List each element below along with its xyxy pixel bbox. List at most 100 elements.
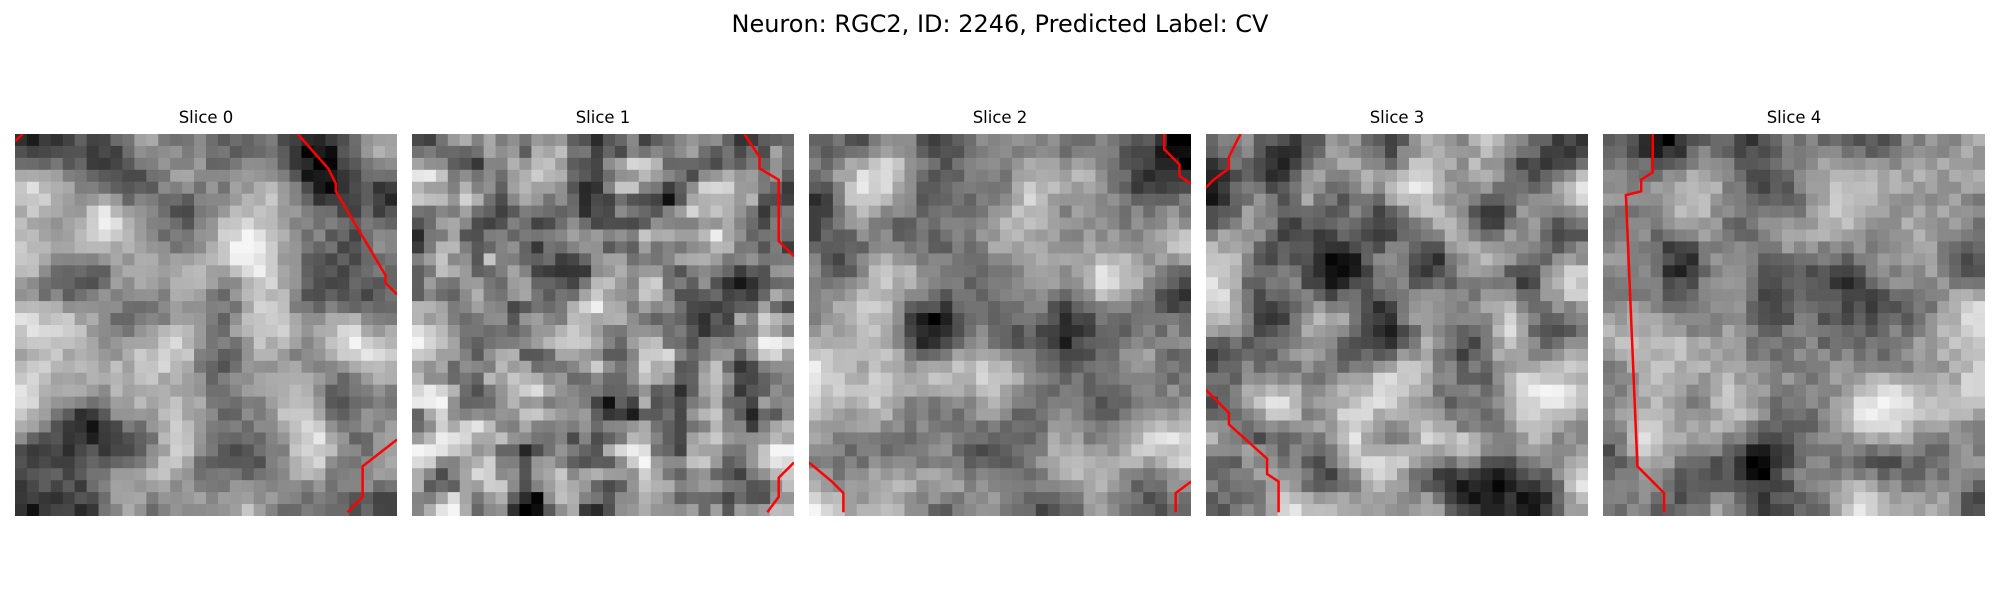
pixel <box>110 360 124 374</box>
pixel <box>495 253 509 266</box>
pixel <box>1107 241 1120 254</box>
pixel <box>1576 241 1588 254</box>
pixel <box>1674 181 1688 195</box>
pixel <box>1000 372 1013 386</box>
pixel <box>1023 492 1037 505</box>
pixel <box>758 504 771 516</box>
pixel <box>373 229 386 243</box>
pixel <box>1949 396 1962 410</box>
pixel <box>1397 205 1410 219</box>
pixel <box>1662 241 1676 254</box>
pixel <box>98 145 112 159</box>
pixel <box>1337 145 1350 159</box>
pixel <box>1746 157 1759 171</box>
pixel <box>1734 253 1747 266</box>
pixel <box>1638 277 1652 290</box>
pixel <box>1626 420 1640 434</box>
pixel <box>194 396 207 410</box>
pixel <box>50 277 64 290</box>
pixel <box>1313 468 1326 481</box>
pixel <box>1480 432 1494 445</box>
pixel <box>1614 360 1628 374</box>
pixel <box>1361 157 1374 171</box>
pixel <box>1349 480 1362 493</box>
pixel <box>1889 241 1903 254</box>
pixel <box>1528 372 1541 386</box>
pixel <box>832 432 846 445</box>
pixel <box>194 468 207 481</box>
pixel <box>38 217 52 231</box>
pixel <box>337 325 350 338</box>
pixel <box>1817 229 1831 243</box>
pixel <box>146 157 159 171</box>
pixel <box>1698 169 1712 183</box>
pixel <box>217 217 231 231</box>
pixel <box>110 492 124 505</box>
pixel <box>122 289 135 302</box>
pixel <box>1325 384 1338 398</box>
pixel <box>543 229 556 243</box>
pixel <box>892 408 906 422</box>
pixel <box>459 169 473 183</box>
pixel <box>98 396 112 410</box>
pixel <box>1698 348 1712 362</box>
pixel <box>495 456 509 469</box>
pixel <box>1889 217 1903 231</box>
pixel <box>182 289 195 302</box>
pixel <box>1373 360 1386 374</box>
pixel <box>1000 193 1013 207</box>
pixel <box>603 181 616 195</box>
pixel <box>182 301 195 314</box>
pixel <box>86 229 100 243</box>
pixel <box>1504 468 1517 481</box>
pixel <box>1071 301 1085 314</box>
pixel <box>1095 157 1109 171</box>
pixel <box>241 217 255 231</box>
pixel <box>1686 384 1700 398</box>
pixel <box>519 157 532 171</box>
pixel <box>158 157 171 171</box>
pixel <box>1361 504 1374 516</box>
pixel <box>820 408 834 422</box>
pixel <box>1925 241 1938 254</box>
pixel <box>1949 432 1962 445</box>
pixel <box>229 325 243 338</box>
pixel <box>1167 277 1180 290</box>
pixel <box>1023 384 1037 398</box>
pixel <box>1829 205 1843 219</box>
pixel <box>265 444 279 457</box>
pixel <box>964 253 977 266</box>
pixel <box>1217 301 1231 314</box>
pixel <box>1650 253 1664 266</box>
pixel <box>519 504 532 516</box>
pixel <box>964 360 977 374</box>
pixel <box>26 253 40 266</box>
pixel <box>1408 396 1422 410</box>
pixel <box>1614 193 1628 207</box>
pixel <box>976 372 989 386</box>
pixel <box>349 325 362 338</box>
pixel <box>1095 492 1109 505</box>
pixel <box>447 289 461 302</box>
pixel <box>158 504 171 516</box>
pixel <box>1492 301 1506 314</box>
pixel <box>38 253 52 266</box>
pixel <box>1480 301 1494 314</box>
pixel <box>1937 384 1950 398</box>
pixel <box>1925 432 1938 445</box>
pixel <box>1734 301 1747 314</box>
pixel <box>206 229 219 243</box>
pixel <box>1313 157 1326 171</box>
pixel <box>880 157 894 171</box>
pixel <box>435 456 449 469</box>
pixel <box>543 169 556 183</box>
pixel <box>1167 444 1180 457</box>
pixel <box>1011 444 1025 457</box>
pixel <box>1540 134 1553 147</box>
pixel <box>579 372 592 386</box>
pixel <box>1143 372 1156 386</box>
pixel <box>531 265 544 278</box>
pixel <box>1901 444 1914 457</box>
pixel <box>229 313 243 326</box>
pixel <box>1662 336 1676 350</box>
